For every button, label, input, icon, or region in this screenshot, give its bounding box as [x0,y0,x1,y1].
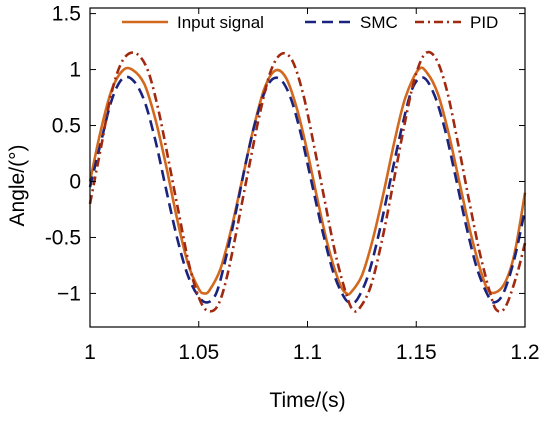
legend: Input signal SMC PID [122,13,498,32]
x-tick-label: 1.15 [396,341,437,364]
y-axis-label: Angle/(°) [6,145,29,227]
x-tick-label: 1.05 [178,341,219,364]
legend-label-1: Input signal [177,13,264,32]
series-line-2 [88,75,527,304]
y-tick-label: 0.5 [52,115,81,138]
y-tick-label: -0.5 [45,226,81,249]
series-line-1 [88,66,527,296]
y-tick-label: 0 [69,170,81,193]
x-tick-label: 1.1 [293,341,322,364]
x-tick-label: 1 [84,341,96,364]
y-tick-label: −1 [57,282,81,305]
legend-label-2: SMC [360,13,398,32]
y-tick-label: 1 [69,59,81,82]
ticks-layer: 1 1.05 1.1 1.15 1.2 1.5 1 0.5 0 -0.5 −1 [45,3,540,364]
x-tick-label: 1.2 [510,341,539,364]
x-axis-label: Time/(s) [269,389,345,412]
legend-label-3: PID [470,13,498,32]
series-layer [88,50,527,313]
y-tick-label: 1.5 [52,3,81,26]
series-line-3 [88,50,527,313]
